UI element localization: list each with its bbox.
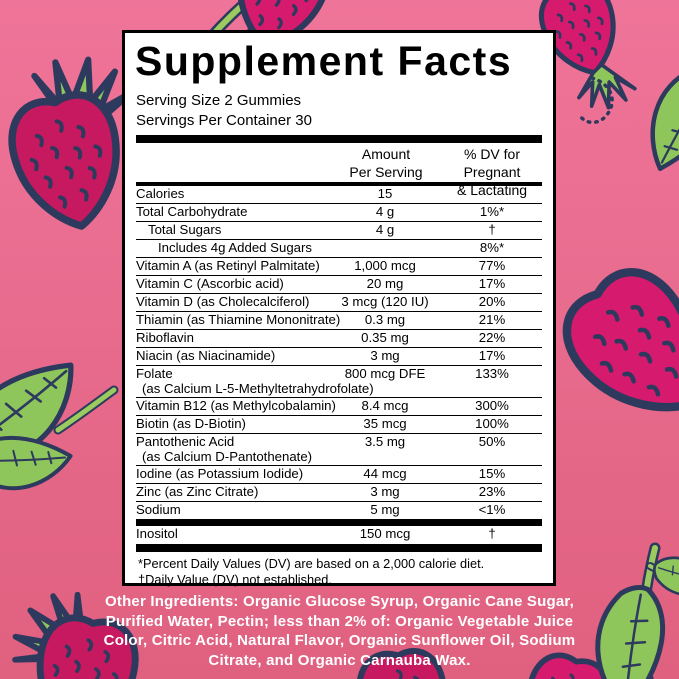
- nutrient-amount: 4 g: [375, 222, 395, 237]
- amount-column-header: Amount Per Serving: [349, 146, 423, 180]
- nutrient-amount: 1,000 mcg: [354, 258, 416, 273]
- table-row: Biotin (as D-Biotin) 35 mcg 100%: [136, 415, 542, 433]
- strawberry-leaf-illustration: [623, 56, 679, 171]
- nutrient-dv: 22%: [478, 330, 506, 345]
- nutrient-amount: 0.3 mg: [364, 312, 406, 327]
- divider-medium: [136, 182, 542, 186]
- nutrient-name: Biotin (as D-Biotin): [136, 416, 246, 431]
- footnote-dv: *Percent Daily Values (DV) are based on …: [138, 556, 485, 571]
- nutrient-name-subline: (as Calcium D-Pantothenate): [142, 449, 313, 464]
- strawberry-stem-illustration: [53, 385, 119, 435]
- nutrient-name: Vitamin C (Ascorbic acid): [136, 276, 284, 291]
- nutrient-dv: 100%: [475, 416, 509, 431]
- nutrient-table: Calories 15 Total Carbohydrate 4 g 1%* T…: [136, 186, 542, 519]
- nutrient-dv: 20%: [478, 294, 506, 309]
- nutrient-amount: 8.4 mcg: [361, 398, 409, 413]
- table-row: Pantothenic Acid 3.5 mg 50% (as Calcium …: [136, 433, 542, 465]
- nutrient-dv: 17%: [478, 276, 506, 291]
- nutrient-name-subline: (as Calcium L-5-Methyltetrahydrofolate): [142, 381, 374, 396]
- strawberry-illustration: [550, 256, 679, 442]
- table-row: Inositol 150 mcg †: [136, 526, 542, 543]
- nutrient-dv: †: [488, 222, 496, 237]
- nutrient-name: Folate: [136, 366, 173, 381]
- nutrient-amount: 150 mcg: [359, 526, 411, 541]
- nutrient-name: Vitamin A (as Retinyl Palmitate): [136, 258, 320, 273]
- nutrient-name: Vitamin B12 (as Methylcobalamin): [136, 398, 336, 413]
- nutrient-dv: 50%: [478, 434, 506, 449]
- table-row: Folate 800 mcg DFE 133% (as Calcium L-5-…: [136, 365, 542, 397]
- nutrient-amount: 800 mcg DFE: [344, 366, 426, 381]
- nutrient-dv: 77%: [478, 258, 506, 273]
- nutrient-name: Vitamin D (as Cholecalciferol): [136, 294, 310, 309]
- other-ingredients-text: Other Ingredients: Organic Glucose Syrup…: [103, 593, 576, 669]
- nutrient-amount: 3 mcg (120 IU): [341, 294, 429, 309]
- nutrient-dv: 21%: [478, 312, 506, 327]
- nutrient-dv: 17%: [478, 348, 506, 363]
- nutrient-amount: 5 mg: [370, 502, 400, 517]
- divider-thick: [136, 544, 542, 552]
- table-row: Vitamin B12 (as Methylcobalamin) 8.4 mcg…: [136, 397, 542, 415]
- table-row: Total Sugars 4 g †: [136, 221, 542, 239]
- table-row: Vitamin D (as Cholecalciferol) 3 mcg (12…: [136, 293, 542, 311]
- nutrient-amount: 44 mcg: [363, 466, 407, 481]
- serving-size: Serving Size 2 Gummies: [136, 92, 302, 109]
- nutrient-amount: 3 mg: [370, 484, 400, 499]
- nutrient-name: Niacin (as Niacinamide): [136, 348, 276, 363]
- nutrient-name: Riboflavin: [136, 330, 194, 345]
- nutrient-dv: 23%: [478, 484, 506, 499]
- table-row: Calories 15: [136, 186, 542, 203]
- nutrient-amount: 0.35 mg: [361, 330, 409, 345]
- nutrient-name: Total Sugars: [148, 222, 222, 237]
- nutrient-name: Zinc (as Zinc Citrate): [136, 484, 259, 499]
- nutrient-name: Inositol: [136, 526, 178, 541]
- divider-thick: [136, 135, 542, 143]
- nutrient-dv: †: [488, 526, 496, 541]
- table-row: Total Carbohydrate 4 g 1%*: [136, 203, 542, 221]
- nutrient-name: Calories: [136, 186, 185, 201]
- nutrient-amount: 3 mg: [370, 348, 400, 363]
- footnote-dagger: †Daily Value (DV) not established.: [138, 572, 332, 587]
- nutrient-amount: 3.5 mg: [364, 434, 406, 449]
- nutrient-name: Thiamin (as Thiamine Mononitrate): [136, 312, 341, 327]
- nutrient-name: Sodium: [136, 502, 181, 517]
- table-row: Iodine (as Potassium Iodide) 44 mcg 15%: [136, 465, 542, 483]
- nutrient-name: Total Carbohydrate: [136, 204, 248, 219]
- footnotes: *Percent Daily Values (DV) are based on …: [136, 552, 542, 588]
- nutrient-name: Iodine (as Potassium Iodide): [136, 466, 304, 481]
- table-row: Riboflavin 0.35 mg 22%: [136, 329, 542, 347]
- nutrient-amount: 35 mcg: [363, 416, 407, 431]
- nutrient-dv: <1%: [478, 502, 506, 517]
- nutrient-dv: 300%: [475, 398, 509, 413]
- nutrient-amount: 15: [377, 186, 393, 201]
- nutrient-amount: 20 mg: [366, 276, 404, 291]
- divider-thick: [136, 519, 542, 526]
- nutrient-dv: 8%*: [479, 240, 505, 255]
- panel-title: Supplement Facts: [135, 38, 513, 84]
- table-row: Zinc (as Zinc Citrate) 3 mg 23%: [136, 483, 542, 501]
- strawberry-stem-illustration: [578, 76, 614, 125]
- column-headers: Amount Per Serving % DV for Pregnant & L…: [136, 144, 542, 198]
- dv-column-header: % DV for Pregnant & Lactating: [456, 146, 528, 198]
- supplement-facts-panel: Supplement Facts Serving Size 2 Gummies …: [122, 30, 556, 588]
- table-row: Sodium 5 mg <1%: [136, 501, 542, 519]
- table-row: Vitamin C (Ascorbic acid) 20 mg 17%: [136, 275, 542, 293]
- nutrient-amount: 4 g: [375, 204, 395, 219]
- nutrient-dv: 1%*: [479, 204, 505, 219]
- nutrient-name: Includes 4g Added Sugars: [158, 240, 312, 255]
- nutrient-name: Pantothenic Acid: [136, 434, 235, 449]
- table-row: Thiamin (as Thiamine Mononitrate) 0.3 mg…: [136, 311, 542, 329]
- table-row: Vitamin A (as Retinyl Palmitate) 1,000 m…: [136, 257, 542, 275]
- nutrient-dv: 15%: [478, 466, 506, 481]
- table-row: Niacin (as Niacinamide) 3 mg 17%: [136, 347, 542, 365]
- table-row: Includes 4g Added Sugars 8%*: [136, 239, 542, 257]
- nutrient-dv: 133%: [475, 366, 509, 381]
- servings-per-container: Servings Per Container 30: [136, 112, 312, 129]
